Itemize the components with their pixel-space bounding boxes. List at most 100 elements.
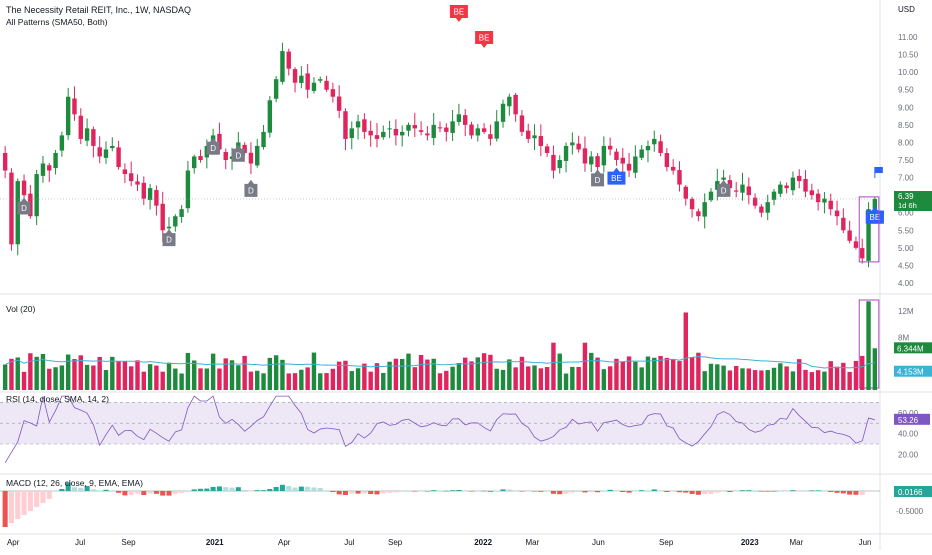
macd-histogram-bar (122, 491, 128, 496)
volume-bar (589, 352, 594, 390)
candle-body (790, 177, 796, 191)
rsi-last-label: 53.26 (894, 413, 930, 425)
rsi-tick-label: 40.00 (898, 430, 919, 439)
candle-body (538, 136, 544, 146)
indicator-label-rsi[interactable]: RSI (14, close, SMA, 14, 2) (6, 394, 109, 404)
candle-body (318, 79, 323, 81)
candle-body (834, 210, 840, 217)
volume-bar (677, 361, 682, 390)
macd-histogram-bar (815, 490, 821, 491)
volume-last-label: 6.344M (894, 342, 932, 354)
macd-histogram-bar (708, 491, 714, 494)
volume-bar (828, 361, 833, 390)
volume-bar (330, 368, 336, 390)
candle-body (425, 133, 430, 136)
volume-bar (500, 369, 506, 390)
volume-pane[interactable] (2, 301, 878, 390)
candle-body (765, 202, 770, 213)
candle-body (273, 79, 279, 99)
volume-bar (34, 356, 39, 390)
volume-bar (469, 361, 474, 390)
candle-body (91, 129, 96, 146)
volume-bar (488, 354, 493, 390)
pattern-marker-d: D (244, 179, 258, 197)
candle-body (563, 145, 569, 161)
volume-bar (740, 368, 745, 390)
candle-body (59, 135, 65, 151)
volume-bar (40, 354, 46, 390)
candle-body (103, 149, 109, 158)
macd-histogram-bar (626, 491, 632, 493)
macd-histogram-bar (342, 491, 348, 495)
candle-body (639, 149, 644, 158)
macd-histogram-bar (235, 487, 241, 491)
candle-body (355, 121, 361, 128)
volume-bar (715, 364, 720, 390)
volume-bar (292, 373, 298, 390)
macd-histogram-bar (103, 489, 109, 491)
volume-bar (513, 367, 518, 390)
pattern-badge (244, 179, 258, 197)
macd-histogram-bar (695, 491, 701, 495)
pattern-marker-be: BE (449, 5, 468, 22)
candle-body (677, 170, 682, 185)
macd-histogram-bar (134, 491, 141, 494)
macd-histogram-bar (261, 490, 267, 491)
volume-bar (412, 367, 417, 390)
macd-histogram-bar (853, 491, 859, 495)
candle-body (500, 103, 506, 122)
time-axis[interactable]: Apr Jul Sep 2021 Apr Jul Sep 2022 Mar Jun Sep 2023 M… (7, 538, 872, 547)
candle-body (759, 206, 764, 213)
candle-body (53, 152, 58, 169)
macd-histogram-bar (739, 490, 746, 491)
candle-body (324, 80, 329, 90)
rsi-pane[interactable] (0, 395, 880, 463)
volume-bar (696, 352, 701, 390)
macd-histogram-bar (702, 491, 708, 495)
candle-body (828, 200, 833, 210)
price-pane[interactable]: DDDDDBEBEDBEDBEHBE (0, 5, 884, 389)
volume-last-value: 6.344M (897, 344, 924, 353)
indicator-label-volume[interactable]: Vol (20) (6, 304, 35, 314)
volume-bar (393, 358, 399, 390)
volume-bar (173, 368, 178, 390)
volume-bar (255, 370, 260, 390)
indicator-label-macd[interactable]: MACD (12, 26, close, 9, EMA, EMA) (6, 478, 143, 488)
macd-histogram-bar (46, 491, 52, 499)
candle-body (280, 51, 285, 82)
macd-histogram-bar (443, 491, 449, 492)
pattern-badge-label: D (21, 204, 27, 213)
pattern-marker-d: D (17, 197, 31, 215)
volume-bar (456, 362, 462, 390)
volume-bar (318, 373, 323, 390)
pattern-badge-label: D (595, 176, 601, 185)
volume-bar (557, 353, 562, 390)
macd-histogram-bar (27, 491, 33, 511)
macd-histogram-bar (468, 491, 475, 492)
candle-body (797, 175, 802, 182)
macd-histogram-bar (538, 491, 544, 492)
candle-body (652, 138, 657, 145)
rsi-tick-label: 60.00 (898, 409, 919, 418)
macd-histogram-bar (494, 490, 500, 492)
candle-body (299, 75, 304, 83)
candle-body (601, 145, 607, 166)
macd-histogram-bar (78, 487, 84, 491)
macd-last-value: 0.0166 (898, 488, 923, 497)
volume-bar (324, 373, 329, 390)
time-tick-label: Apr (7, 538, 20, 547)
indicator-label-patterns[interactable]: All Patterns (SMA50, Both) (6, 17, 108, 27)
volume-bar (28, 353, 33, 390)
candle-body (166, 226, 172, 229)
flag-icon (874, 167, 883, 173)
candle-body (746, 186, 752, 196)
volume-bar (286, 373, 291, 390)
macd-pane[interactable] (0, 482, 880, 527)
macd-histogram-bar (185, 490, 191, 491)
candle-body (336, 96, 342, 111)
pattern-marker-d: D (206, 137, 220, 155)
pattern-badge (591, 169, 605, 187)
candle-body (135, 181, 140, 185)
price-axis[interactable]: 11.00 10.50 10.00 9.50 9.00 8.50 8.00 7.50 7.00 6… (894, 33, 932, 516)
